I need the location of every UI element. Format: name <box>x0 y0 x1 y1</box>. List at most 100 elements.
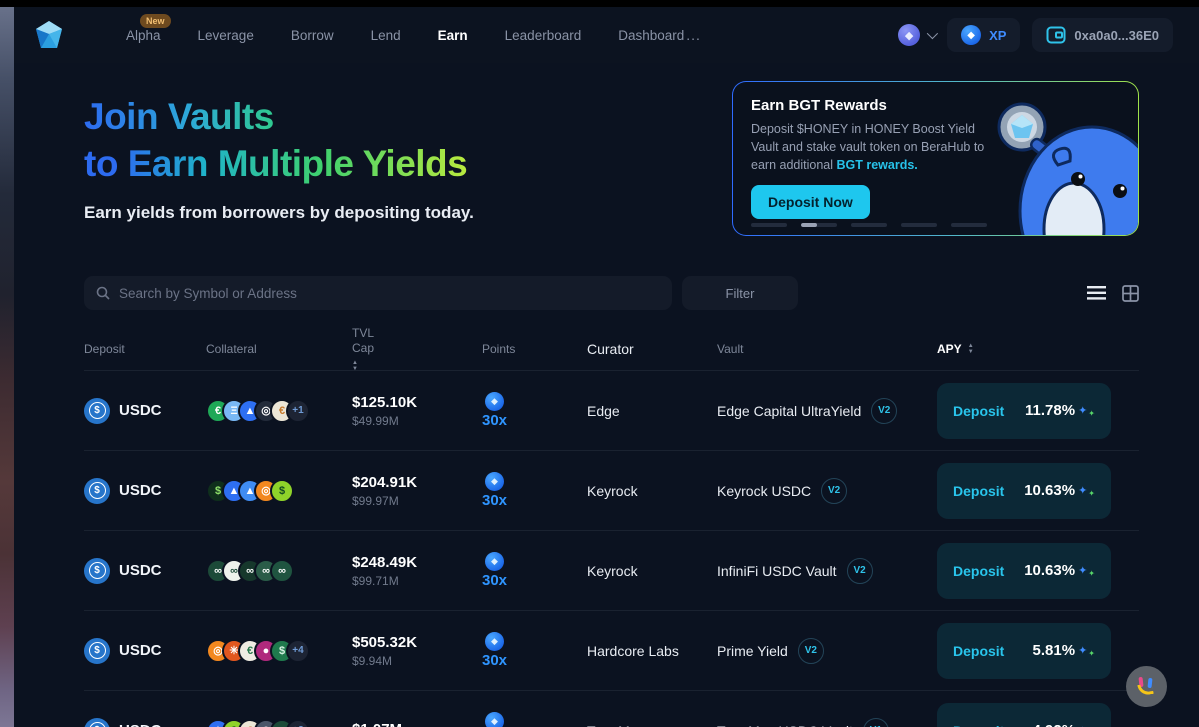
wallet-address: 0xa0a0...36E0 <box>1074 27 1159 43</box>
tvl-cap-value: $9.94M <box>352 653 393 668</box>
sort-icon[interactable]: ▲ ▼ <box>967 342 974 355</box>
deposit-button[interactable]: Deposit 10.63% ✦ ✦ <box>937 462 1111 519</box>
xp-button[interactable]: ◆ XP <box>947 18 1021 52</box>
wallet-button[interactable]: 0xa0a0...36E0 <box>1032 18 1173 52</box>
page-title-line2: to Earn Multiple Yields <box>84 140 468 187</box>
carousel-dot[interactable] <box>801 223 837 227</box>
nav-item-dashboard[interactable]: Dashboard <box>618 28 684 43</box>
header-curator: Curator <box>587 341 634 357</box>
token-icon: $ <box>270 478 294 503</box>
sparkle-icon: ✦ <box>1078 724 1087 727</box>
points-logo-icon: ◆ <box>485 632 505 651</box>
deposit-asset-label: USDC <box>119 482 162 499</box>
grid-view-icon[interactable] <box>1122 284 1139 302</box>
deposit-button-label: Deposit <box>953 402 1005 419</box>
extra-tokens-badge: +1 <box>286 398 310 423</box>
hero-section: Join Vaults to Earn Multiple Yields Earn… <box>14 63 1199 236</box>
nav-more-button[interactable]: ... <box>686 27 701 43</box>
token-icon: ∞ <box>270 558 294 583</box>
curator-name: TermMax <box>587 723 717 727</box>
search-input[interactable] <box>119 285 660 301</box>
curator-name: Keyrock <box>587 562 638 579</box>
list-view-icon[interactable] <box>1087 286 1106 300</box>
nav-item-leaderboard[interactable]: Leaderboard <box>505 28 582 43</box>
usdc-token-icon: $ <box>84 477 110 504</box>
carousel-dots <box>751 223 987 227</box>
points-logo-icon: ◆ <box>485 392 505 411</box>
page-subtitle: Earn yields from borrowers by depositing… <box>84 203 474 222</box>
support-chat-button[interactable] <box>1126 666 1167 707</box>
nav-item-label: Leverage <box>197 27 254 43</box>
sparkle-icon: ✦ <box>1088 569 1095 578</box>
table-row[interactable]: $ USDC ◎ ✳ € ● $ +4 $505.32K $9.94M ◆ 30x Har… <box>84 610 1139 690</box>
banner-title: Earn BGT Rewards <box>751 97 887 114</box>
filter-button[interactable]: Filter <box>682 276 798 310</box>
sort-icon[interactable]: ▲ ▼ <box>352 359 358 372</box>
collateral-cluster: ✦$€◎∞+2 <box>206 718 310 727</box>
points-logo-icon: ◆ <box>485 472 505 491</box>
hero-text: Join Vaults to Earn Multiple Yields Earn… <box>84 81 732 236</box>
sparkle-icon: ✦ <box>1078 565 1088 577</box>
sparkle-icon: ✦ <box>1078 645 1088 657</box>
xp-label: XP <box>989 27 1007 43</box>
nav-item-alpha[interactable]: New Alpha <box>126 13 171 43</box>
vault-version-badge: V2 <box>846 557 873 584</box>
app-window: New Alpha Leverage Borrow Lend Earn Leaderboar… <box>14 7 1199 727</box>
carousel-dot[interactable] <box>901 223 937 227</box>
carousel-dot[interactable] <box>851 223 887 227</box>
nav-item-lend[interactable]: Lend <box>371 28 401 43</box>
vault-name: Keyrock USDC <box>717 482 812 499</box>
table-row[interactable]: $ USDC ∞ ∞ ∞ ∞ ∞ $248.49K $99.71M ◆ 30x Keyr… <box>84 530 1139 610</box>
carousel-dot[interactable] <box>751 223 787 227</box>
network-selector[interactable]: ◆ <box>898 24 939 46</box>
collateral-cluster: € Ξ ▲ ◎ € +1 <box>206 398 310 423</box>
deposit-now-button[interactable]: Deposit Now <box>751 185 870 220</box>
vault-name: TermMax USDC Vault <box>717 723 853 727</box>
table-row[interactable]: $ USDC ✦$€◎∞+2 $1.07M ◆ 30x TermMax Term… <box>84 690 1139 727</box>
vault-version-badge: V2 <box>821 477 848 504</box>
network-icon: ◆ <box>898 24 921 46</box>
new-badge: New <box>140 13 171 28</box>
tvl-value: $505.32K <box>352 633 418 651</box>
promo-banner: Earn BGT Rewards Deposit $HONEY in HONEY… <box>732 81 1139 236</box>
tvl-cap-value: $99.71M <box>352 573 399 588</box>
header-tvl-cap[interactable]: TVL Cap ▲ ▼ <box>352 326 482 372</box>
points-multiplier: 30x <box>482 492 508 509</box>
deposit-asset-label: USDC <box>119 562 162 579</box>
navbar: New Alpha Leverage Borrow Lend Earn Leaderboar… <box>14 7 1199 63</box>
deposit-button[interactable]: Deposit 4.92% ✦ ✦ <box>937 702 1111 727</box>
deposit-button-label: Deposit <box>953 482 1005 499</box>
tvl-value: $248.49K <box>352 553 418 571</box>
header-apy[interactable]: APY ▲ ▼ <box>937 342 1139 356</box>
nav-item-label: Borrow <box>290 27 334 43</box>
deposit-button[interactable]: Deposit 10.63% ✦ ✦ <box>937 542 1111 599</box>
usdc-token-icon: $ <box>84 717 110 727</box>
usdc-token-icon: $ <box>84 397 110 424</box>
deposit-button[interactable]: Deposit 5.81% ✦ ✦ <box>937 622 1111 679</box>
table-row[interactable]: $ USDC € Ξ ▲ ◎ € +1 $125.10K $49.99M ◆ 30x Ed… <box>84 370 1139 450</box>
search-box[interactable] <box>84 276 672 310</box>
apy-value: 10.63% <box>1024 482 1076 499</box>
vault-version-badge: V2 <box>797 637 824 664</box>
deposit-button[interactable]: Deposit 11.78% ✦ ✦ <box>937 382 1111 439</box>
wallet-icon <box>1046 26 1066 44</box>
deposit-button-label: Deposit <box>953 723 1004 727</box>
app-logo-icon[interactable] <box>34 20 64 50</box>
vault-version-badge: V2 <box>871 397 898 424</box>
xp-logo-icon: ◆ <box>961 25 982 45</box>
nav-item-borrow[interactable]: Borrow <box>291 28 334 43</box>
header-cap-label: Cap <box>352 340 375 355</box>
deposit-button-label: Deposit <box>953 562 1005 579</box>
nav-item-earn[interactable]: Earn <box>438 28 468 43</box>
points-logo-icon: ◆ <box>485 712 505 727</box>
nav-item-leverage[interactable]: Leverage <box>198 28 254 43</box>
vault-version-badge: V1 <box>862 717 889 727</box>
table-row[interactable]: $ USDC $ ▲ ▲ ◎ $ $204.91K $99.97M ◆ 30x Keyr… <box>84 450 1139 530</box>
carousel-dot[interactable] <box>951 223 987 227</box>
extra-tokens-badge: +2 <box>286 718 310 727</box>
extra-tokens-badge: +4 <box>286 638 310 663</box>
tvl-cap-value: $99.97M <box>352 493 399 508</box>
header-deposit: Deposit <box>84 342 125 356</box>
header-points: Points <box>482 342 516 356</box>
tvl-value: $1.07M <box>352 721 402 727</box>
